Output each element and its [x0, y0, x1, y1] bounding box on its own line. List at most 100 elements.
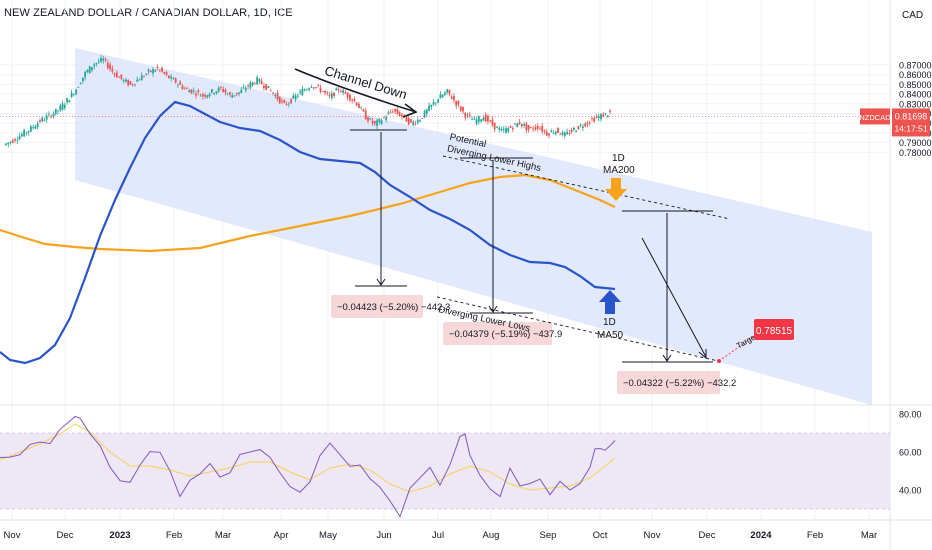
candle: [84, 71, 87, 78]
candle: [353, 99, 356, 102]
candle: [360, 107, 363, 109]
candle: [72, 94, 75, 96]
y-tick-4: 0.83000: [899, 99, 932, 109]
candle: [473, 118, 476, 120]
candle: [66, 98, 68, 102]
target-dot: [717, 359, 721, 363]
candle: [475, 119, 478, 124]
rsi-tick-1: 60.00: [899, 448, 922, 458]
measure2-text: −0.04379 (−5.19%) −437.9: [449, 329, 562, 340]
candle: [292, 95, 295, 99]
candle: [337, 89, 340, 91]
symbol-label: NZDCAD: [859, 113, 891, 122]
x-tick-0: Nov: [4, 530, 21, 541]
candle: [324, 90, 326, 93]
measure3-text: −0.04322 (−5.22%) −432.2: [623, 378, 736, 389]
candle: [380, 120, 383, 125]
candle: [351, 99, 354, 101]
x-tick-5: Apr: [274, 530, 289, 541]
candle: [398, 112, 401, 116]
candle: [111, 68, 114, 72]
candle: [371, 120, 374, 124]
candle: [450, 96, 453, 99]
candle: [27, 130, 30, 133]
candle: [602, 114, 605, 118]
candle: [294, 95, 297, 100]
candle: [256, 77, 259, 85]
candle: [432, 102, 435, 105]
candle: [240, 89, 243, 94]
candle: [299, 91, 302, 93]
candle: [321, 91, 324, 93]
candle: [412, 121, 415, 125]
candle: [143, 76, 145, 78]
projection-arrow: [698, 349, 707, 360]
measure2-box: [443, 322, 552, 345]
candle: [14, 139, 16, 141]
y-tick-0: 0.87000: [899, 61, 932, 71]
candle: [25, 132, 28, 134]
candle: [493, 122, 496, 130]
target-line: [718, 334, 757, 362]
candle: [161, 67, 164, 72]
candle: [597, 116, 600, 119]
candle: [604, 113, 607, 114]
candle: [317, 85, 320, 87]
candle: [20, 134, 23, 137]
candle: [217, 87, 220, 92]
candle: [290, 99, 292, 104]
rsi-tick-2: 40.00: [899, 486, 922, 496]
candle: [523, 124, 526, 126]
candle: [382, 117, 385, 119]
candle: [349, 94, 351, 101]
candle: [122, 79, 125, 81]
candle: [407, 118, 410, 125]
x-tick-1: Dec: [57, 530, 74, 541]
candle: [326, 92, 329, 94]
candle: [296, 95, 299, 97]
candle: [477, 116, 480, 122]
candle: [269, 90, 272, 92]
candle: [9, 141, 12, 143]
candle: [543, 130, 546, 132]
candle: [7, 142, 10, 145]
candle: [315, 87, 317, 88]
candle: [174, 78, 177, 83]
ma50-line: [0, 100, 616, 365]
candle: [557, 127, 559, 133]
candle: [437, 99, 440, 103]
candle: [195, 93, 197, 96]
candle: [204, 94, 206, 97]
candle: [355, 102, 358, 106]
rsi-line: [0, 415, 616, 518]
candle: [600, 114, 602, 120]
candle: [208, 94, 211, 97]
candle: [441, 94, 444, 98]
candle: [186, 88, 188, 90]
ma50-arrow-icon: [599, 290, 621, 314]
candle: [378, 118, 381, 122]
candle: [188, 90, 191, 93]
candle: [511, 128, 514, 130]
candle: [342, 90, 345, 93]
candle: [559, 133, 562, 135]
candle: [190, 89, 193, 94]
candle: [301, 89, 304, 96]
candle: [423, 110, 426, 118]
candle: [82, 77, 84, 82]
candle: [462, 106, 464, 112]
candle: [505, 128, 507, 133]
candle: [181, 85, 184, 90]
candle: [509, 126, 512, 128]
candle: [36, 123, 39, 128]
ma200-line: [0, 173, 616, 253]
candle: [550, 130, 553, 133]
candle: [344, 92, 347, 94]
candle: [149, 70, 152, 72]
candle: [520, 123, 523, 127]
candle: [339, 91, 342, 93]
candle: [201, 93, 204, 97]
candle: [134, 84, 136, 85]
